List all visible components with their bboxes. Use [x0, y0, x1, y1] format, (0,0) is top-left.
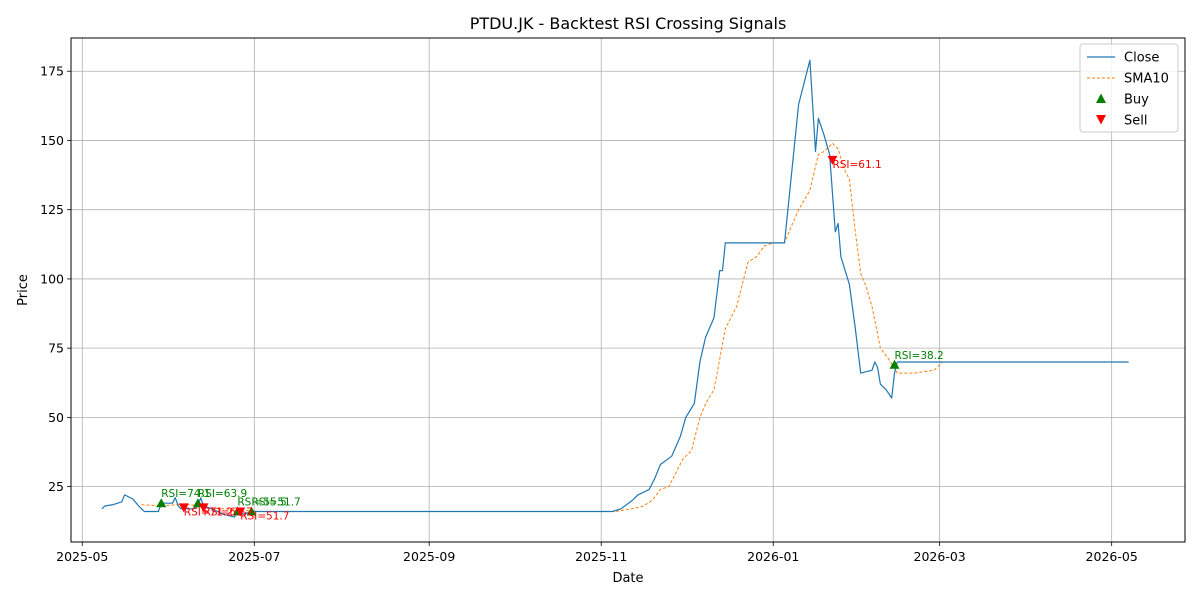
- x-tick-label: 2025-11: [575, 549, 627, 564]
- y-tick-label: 50: [48, 410, 64, 425]
- buy-marker: [156, 498, 167, 508]
- sell-label: RSI=51.7: [240, 511, 289, 523]
- legend: Close SMA10 Buy Sell: [1079, 43, 1179, 133]
- buy-label: RSI=38.2: [895, 350, 944, 362]
- y-axis-label: Price: [16, 274, 31, 306]
- y-tick-label: 150: [40, 133, 64, 148]
- signals-layer: RSI=74.1RSI=63.9RSI=55.5RSI=51.7RSI=38.2…: [156, 155, 944, 523]
- plot-frame: [70, 37, 1186, 543]
- chart-title: PTDU.JK - Backtest RSI Crossing Signals: [470, 14, 787, 33]
- sell-label: RSI=71.2: [184, 506, 233, 518]
- x-tick-label: 2026-03: [914, 549, 966, 564]
- buy-label: RSI=55.5: [237, 497, 286, 509]
- x-tick-label: 2025-07: [228, 549, 280, 564]
- sell-label: RSI=61.1: [832, 159, 881, 171]
- sell-marker: [178, 503, 189, 513]
- buy-marker: [889, 359, 900, 369]
- series-layer: [101, 59, 1129, 518]
- x-tick-label: 2026-01: [747, 549, 799, 564]
- buy-label: RSI=74.1: [161, 488, 210, 500]
- sell-marker: [235, 507, 246, 517]
- legend-close-label: Close: [1124, 51, 1159, 66]
- x-tick-label: 2026-05: [1086, 549, 1138, 564]
- grid: [71, 38, 1185, 542]
- x-tick-label: 2025-05: [56, 549, 108, 564]
- x-axis-label: Date: [612, 571, 643, 586]
- legend-sma-label: SMA10: [1124, 72, 1169, 87]
- legend-sell-label: Sell: [1124, 114, 1147, 129]
- series-line-sma10: [141, 142, 1129, 512]
- buy-label: RSI=51.7: [251, 497, 300, 509]
- x-tick-label: 2025-09: [403, 549, 455, 564]
- buy-marker: [246, 506, 257, 516]
- y-tick-label: 75: [48, 341, 64, 356]
- y-tick-label: 175: [40, 64, 64, 79]
- sell-marker: [198, 503, 209, 513]
- series-line-close: [101, 59, 1129, 518]
- sell-marker: [827, 155, 838, 165]
- y-tick-label: 125: [40, 202, 64, 217]
- legend-buy-label: Buy: [1124, 93, 1149, 108]
- y-tick-label: 25: [48, 479, 64, 494]
- legend-buy-marker: [1096, 93, 1106, 103]
- y-axis: 25 50 75 100 125 150 175: [40, 64, 71, 494]
- buy-label: RSI=63.9: [198, 488, 247, 500]
- legend-sell-marker: [1096, 115, 1106, 125]
- x-axis: 2025-05 2025-07 2025-09 2025-11 2026-01 2026-…: [56, 542, 1138, 564]
- legend-box: [1079, 43, 1179, 133]
- y-tick-label: 100: [40, 271, 64, 286]
